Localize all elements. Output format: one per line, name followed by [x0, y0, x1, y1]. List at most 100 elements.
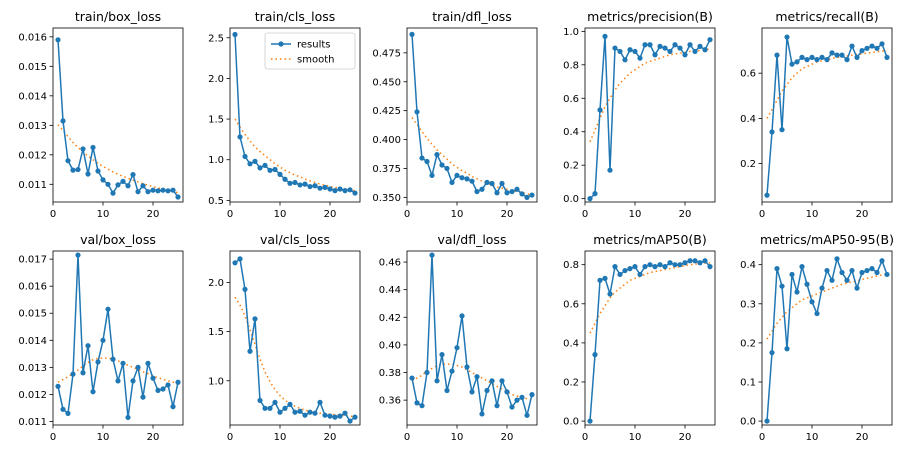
x-tick-label: 0 [50, 432, 56, 443]
y-tick-label: 0.4 [563, 338, 579, 349]
results-point [529, 392, 535, 398]
results-point [352, 414, 358, 420]
results-point [692, 48, 698, 55]
smooth-series-line [766, 272, 888, 340]
results-point [419, 403, 425, 409]
subplot-7: val/cls_loss 1.0 1.5 2.0 0 10 20 [208, 232, 361, 443]
results-point [879, 258, 885, 264]
results-point [509, 188, 515, 195]
y-tick-label: 0.0 [740, 417, 756, 428]
results-point [60, 406, 66, 412]
results-point [434, 378, 440, 384]
results-point [784, 34, 790, 40]
results-point [682, 52, 688, 58]
results-point [854, 54, 860, 60]
results-point [597, 277, 603, 283]
y-tick-label: 0.2 [740, 159, 756, 170]
x-tick-label: 10 [274, 209, 287, 220]
results-point [687, 42, 693, 48]
y-tick-label: 0.425 [372, 106, 401, 117]
results-point [464, 176, 470, 182]
results-point [489, 180, 495, 187]
results-point [429, 172, 435, 179]
y-tick-label: 0.2 [563, 377, 579, 388]
results-point [459, 175, 465, 181]
results-point [449, 179, 455, 185]
y-tick-label: 0.350 [372, 193, 401, 204]
results-point [232, 31, 238, 38]
results-point [409, 31, 415, 37]
results-series-line [57, 39, 179, 198]
results-point [839, 52, 845, 58]
results-point [292, 179, 298, 186]
results-point [692, 258, 698, 264]
results-point [282, 176, 288, 182]
results-point [120, 360, 126, 366]
subplot-title: metrics/mAP50(B) [593, 232, 706, 247]
results-point [662, 45, 668, 51]
results-point [642, 264, 648, 270]
results-point [414, 109, 420, 115]
results-point [297, 408, 303, 414]
subplot-10: metrics/mAP50-95(B) 0.0 0.1 0.2 0.3 0.4 0 10 20 [740, 232, 894, 443]
results-point [839, 269, 845, 276]
x-tick-label: 0 [404, 432, 410, 443]
results-point [165, 382, 171, 388]
results-point [774, 52, 780, 58]
results-point [439, 351, 445, 358]
y-tick-label: 0.40 [379, 340, 401, 351]
results-point [469, 389, 475, 395]
y-tick-label: 0.016 [18, 32, 47, 43]
results-point [287, 180, 293, 186]
results-point [150, 375, 156, 381]
y-tick-label: 0.1 [740, 377, 756, 388]
results-point [779, 283, 785, 289]
x-tick-label: 20 [501, 209, 514, 220]
results-point [484, 387, 490, 394]
axes-frame [229, 250, 361, 426]
subplot-title: train/dfl_loss [432, 9, 512, 24]
legend: results smooth [264, 32, 356, 70]
results-point [160, 187, 166, 193]
results-point [469, 178, 475, 184]
results-point [859, 269, 865, 276]
results-point [170, 404, 176, 410]
results-point [247, 161, 253, 167]
results-point [352, 190, 358, 196]
y-tick-label: 0.015 [18, 62, 47, 73]
results-point [622, 57, 628, 63]
results-point [115, 182, 121, 188]
results-point [799, 54, 805, 60]
results-point [262, 162, 268, 169]
y-tick-label: 0.0 [563, 417, 579, 428]
results-series-line [766, 256, 888, 422]
y-tick-label: 0.2 [563, 161, 579, 172]
results-series-line [57, 255, 179, 418]
results-point [819, 285, 825, 291]
results-point [884, 54, 890, 60]
x-tick-label: 0 [227, 209, 233, 220]
subplot-4: metrics/precision(B) 0.0 0.2 0.4 0.6 0.8 1.0 0 1… [563, 9, 716, 220]
results-point [434, 152, 440, 158]
y-tick-label: 0.2 [740, 338, 756, 349]
results-point [459, 313, 465, 319]
results-point [150, 187, 156, 193]
results-point [145, 360, 151, 366]
legend-results-label: results [297, 40, 331, 51]
subplot-3: train/dfl_loss 0.350 0.375 0.400 0.425 0.450 0… [372, 9, 538, 220]
results-point [337, 413, 343, 419]
subplot-title: train/box_loss [75, 9, 161, 24]
results-point [120, 178, 126, 184]
legend-box [264, 32, 356, 70]
results-point [272, 399, 278, 405]
x-tick-label: 20 [856, 432, 869, 443]
results-point [637, 271, 643, 278]
results-point [874, 269, 880, 276]
y-tick-label: 0.013 [18, 121, 47, 132]
results-point [597, 107, 603, 113]
y-tick-label: 0.011 [18, 180, 47, 191]
y-tick-label: 0.016 [18, 282, 47, 293]
results-point [242, 153, 248, 160]
results-point [140, 183, 146, 189]
results-point [100, 337, 106, 343]
